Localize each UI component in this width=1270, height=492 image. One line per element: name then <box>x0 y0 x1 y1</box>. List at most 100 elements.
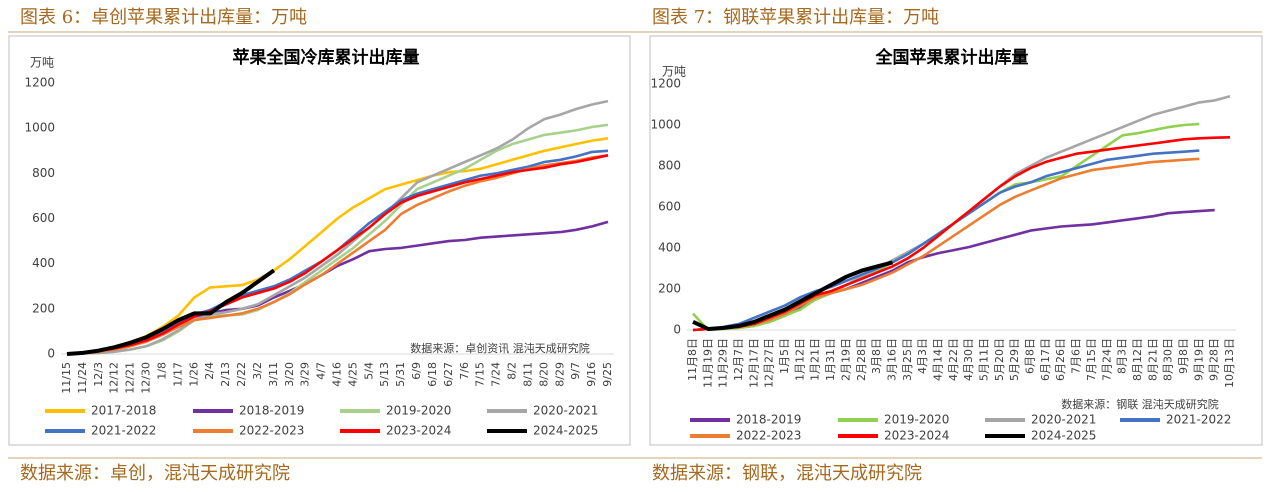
x-tick-label: 7/6 <box>458 362 471 380</box>
unit-label: 万吨 <box>662 65 686 79</box>
caption: 图表 7：钢联苹果累计出库量：万吨 <box>652 7 939 28</box>
caption: 图表 6：卓创苹果累计出库量：万吨 <box>20 7 307 28</box>
x-tick-label: 1/8 <box>155 362 168 380</box>
series-line <box>66 154 609 356</box>
x-tick-label: 11/24 <box>76 362 89 394</box>
x-tick-label: 11月29日 <box>717 338 730 388</box>
x-tick-label: 12月27日 <box>763 338 776 388</box>
x-tick-label: 2/22 <box>235 362 248 387</box>
x-tick-label: 8/20 <box>537 362 550 387</box>
x-tick-label: 1/17 <box>171 362 184 387</box>
chart-frame <box>8 35 631 446</box>
y-tick-label: 800 <box>32 166 55 180</box>
y-tick-label: 200 <box>658 282 681 296</box>
x-tick-label: 9月19日 <box>1192 338 1205 381</box>
legend-label: 2021-2022 <box>1166 413 1231 427</box>
x-tick-label: 3/11 <box>267 362 280 387</box>
series-line <box>692 260 894 331</box>
x-tick-label: 1月12日 <box>793 338 806 381</box>
source: 数据来源：钢联，混沌天成研究院 <box>652 463 922 484</box>
y-tick-label: 1200 <box>650 77 681 91</box>
x-tick-label: 5月29日 <box>1008 338 1021 381</box>
x-tick-label: 4月14日 <box>931 338 944 381</box>
y-tick-label: 200 <box>32 301 55 315</box>
x-tick-label: 7/15 <box>474 362 487 387</box>
x-tick-label: 6/18 <box>426 362 439 387</box>
x-tick-label: 12/3 <box>92 362 105 387</box>
x-tick-label: 5/31 <box>394 362 407 387</box>
x-tick-label: 4/16 <box>331 362 344 387</box>
x-tick-label: 4月30日 <box>962 338 975 381</box>
x-tick-label: 7月24日 <box>1100 338 1113 381</box>
x-tick-label: 5/13 <box>378 362 391 387</box>
chart-frame <box>649 35 1263 446</box>
x-tick-label: 12/21 <box>124 362 137 394</box>
y-tick-label: 1000 <box>24 121 55 135</box>
legend-label: 2020-2021 <box>1031 413 1096 427</box>
x-tick-label: 6/27 <box>442 362 455 387</box>
legend-label: 2020-2021 <box>533 404 598 418</box>
x-tick-label: 7月6日 <box>1070 338 1083 374</box>
x-tick-label: 8/11 <box>521 362 534 387</box>
legend-label: 2023-2024 <box>386 424 451 438</box>
x-tick-label: 12/30 <box>140 362 153 394</box>
legend-label: 2022-2023 <box>239 424 304 438</box>
x-tick-label: 12/12 <box>108 362 121 394</box>
legend-label: 2019-2020 <box>884 413 949 427</box>
series-line <box>692 136 1231 332</box>
x-tick-label: 3月16日 <box>885 338 898 381</box>
x-tick-label: 9/16 <box>585 362 598 387</box>
x-tick-label: 2/4 <box>203 362 216 380</box>
x-tick-label: 1/26 <box>187 362 200 387</box>
legend-label: 2023-2024 <box>884 429 949 443</box>
series-line <box>66 268 276 356</box>
x-tick-label: 8月30日 <box>1162 338 1175 381</box>
x-tick-label: 6月26日 <box>1054 338 1067 381</box>
series-line <box>66 99 609 356</box>
x-tick-label: 3/20 <box>283 362 296 387</box>
x-tick-label: 3/29 <box>299 362 312 387</box>
legend-label: 2021-2022 <box>91 424 156 438</box>
x-tick-label: 6月8日 <box>1024 338 1037 374</box>
x-tick-label: 4月3日 <box>916 338 929 374</box>
chart-title: 全国苹果累计出库量 <box>875 47 1029 68</box>
y-tick-label: 0 <box>673 323 681 337</box>
x-tick-label: 7/24 <box>490 362 503 387</box>
x-tick-label: 3/2 <box>251 362 264 380</box>
source: 数据来源：卓创，混沌天成研究院 <box>20 463 290 484</box>
note: 数据来源：钢联 混沌天成研究院 <box>1061 397 1219 411</box>
x-tick-label: 9/25 <box>601 362 614 387</box>
x-tick-label: 3月8日 <box>870 338 883 374</box>
x-tick-label: 5/4 <box>362 362 375 380</box>
x-tick-label: 8月3日 <box>1116 338 1129 374</box>
x-tick-label: 4月22日 <box>947 338 960 381</box>
legend-label: 2024-2025 <box>533 424 598 438</box>
x-tick-label: 5月11日 <box>978 338 991 381</box>
x-tick-label: 9月28日 <box>1208 338 1221 381</box>
x-tick-label: 11/15 <box>60 362 73 394</box>
y-tick-label: 800 <box>658 159 681 173</box>
x-tick-label: 8月21日 <box>1146 338 1159 381</box>
legend-label: 2018-2019 <box>239 404 304 418</box>
y-tick-label: 1000 <box>650 118 681 132</box>
x-tick-label: 7月15日 <box>1085 338 1098 381</box>
x-tick-label: 9月8日 <box>1177 338 1190 374</box>
x-tick-label: 11月8日 <box>686 338 699 381</box>
x-tick-label: 2/13 <box>219 362 232 387</box>
series-line <box>66 149 609 356</box>
y-tick-label: 600 <box>658 200 681 214</box>
x-tick-label: 3月25日 <box>901 338 914 381</box>
x-tick-label: 2月19日 <box>839 338 852 381</box>
x-tick-label: 1月31日 <box>824 338 837 381</box>
x-tick-label: 5月20日 <box>993 338 1006 381</box>
x-tick-label: 6月17日 <box>1039 338 1052 381</box>
series-line <box>66 123 609 356</box>
x-tick-label: 8月12日 <box>1131 338 1144 381</box>
x-tick-label: 8/29 <box>553 362 566 387</box>
series-line <box>692 157 1200 332</box>
x-tick-label: 6/9 <box>410 362 423 380</box>
x-tick-label: 1月5日 <box>778 338 791 374</box>
y-tick-label: 400 <box>658 241 681 255</box>
unit-label: 万吨 <box>30 56 54 70</box>
